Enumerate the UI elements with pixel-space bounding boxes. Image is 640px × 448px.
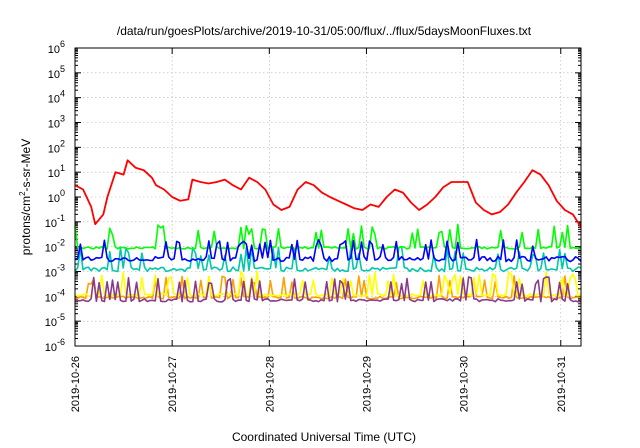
y-tick-label: 10-4 [45, 287, 65, 304]
series-line [74, 245, 582, 273]
plot-frame [74, 47, 582, 347]
series-line [74, 276, 582, 303]
plot-area [74, 159, 582, 303]
y-axis-label-exp: 2 [18, 191, 27, 196]
chart-title: /data/run/goesPlots/archive/2019-10-31/0… [117, 24, 532, 38]
y-axis-label: protons/cm2-s-sr-MeV [18, 139, 33, 255]
y-tick-label: 101 [48, 163, 65, 180]
y-tick-label: 10-3 [45, 263, 65, 280]
y-tick-label: 102 [48, 138, 65, 155]
x-tick-label: 2019-10-29 [361, 356, 373, 412]
y-tick-label: 10-5 [45, 312, 65, 329]
x-tick-label: 2019-10-30 [459, 356, 471, 412]
y-tick-label: 10-1 [45, 213, 65, 230]
series-line [74, 159, 582, 228]
x-tick-label: 2019-10-26 [70, 356, 82, 412]
x-tick-label: 2019-10-27 [167, 356, 179, 412]
y-tick-label: 100 [48, 188, 65, 205]
y-tick-label: 103 [48, 114, 65, 131]
series-line [74, 238, 582, 263]
y-axis-label-main: protons/cm [19, 196, 33, 255]
y-tick-label: 10-6 [45, 337, 65, 354]
y-tick-label: 10-2 [45, 238, 65, 255]
y-tick-label: 104 [48, 89, 65, 106]
series-line [74, 223, 582, 250]
y-axis-ticks: 10-6 10-5 10-4 10-3 10-2 10-1 100 101 102 103 104 1… [45, 39, 581, 354]
x-axis-label: Coordinated Universal Time (UTC) [232, 430, 416, 444]
x-axis-ticks: 2019-10-26 2019-10-27 2019-10-28 2019-10-29… [70, 48, 568, 412]
x-tick-label: 2019-10-28 [264, 356, 276, 412]
x-tick-label: 2019-10-31 [556, 356, 568, 412]
y-axis-label-rest: -s-sr-MeV [19, 139, 33, 192]
y-tick-label: 105 [48, 64, 65, 81]
y-tick-label: 106 [48, 39, 65, 56]
